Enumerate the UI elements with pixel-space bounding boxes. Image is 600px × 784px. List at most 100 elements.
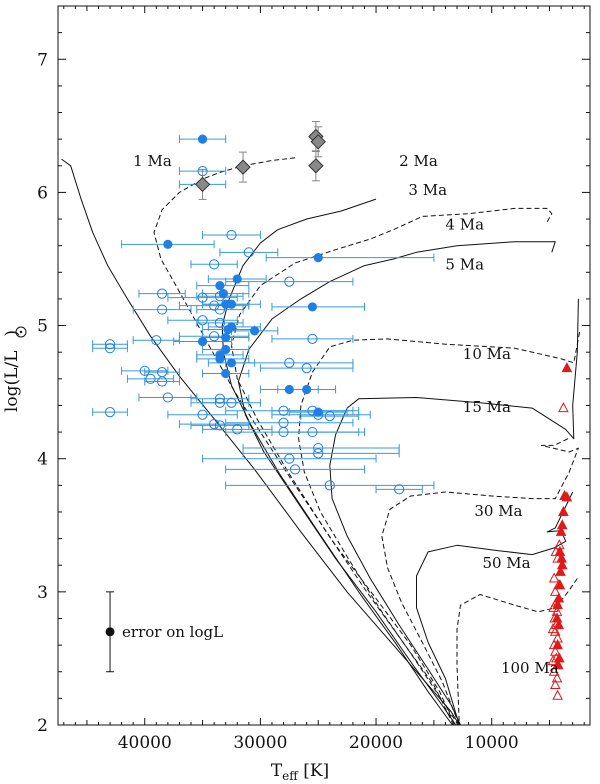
data-point bbox=[555, 565, 566, 576]
data-point bbox=[197, 336, 208, 347]
data-point bbox=[278, 426, 289, 438]
data-point bbox=[307, 405, 318, 416]
data-point bbox=[162, 392, 173, 403]
data-point bbox=[156, 376, 168, 387]
data-point bbox=[104, 343, 116, 354]
data-point bbox=[278, 405, 289, 416]
y-tick-label: 3 bbox=[37, 583, 48, 603]
data-point bbox=[554, 539, 565, 550]
data-point bbox=[552, 552, 563, 563]
data-point bbox=[284, 357, 295, 368]
data-point bbox=[308, 158, 324, 174]
data-point bbox=[553, 592, 565, 603]
data-point bbox=[301, 363, 312, 374]
data-point bbox=[243, 247, 254, 258]
data-point bbox=[209, 300, 220, 311]
error-legend-dot bbox=[105, 627, 115, 637]
data-point bbox=[549, 625, 561, 636]
x-tick-label: 20000 bbox=[349, 733, 403, 753]
isochrone-line bbox=[231, 207, 553, 726]
data-point bbox=[551, 605, 563, 616]
markers bbox=[104, 128, 573, 700]
y-tick-label: 6 bbox=[37, 183, 48, 203]
data-point bbox=[552, 632, 563, 643]
x-axis-title-sub: eff bbox=[282, 769, 299, 783]
data-point bbox=[547, 623, 559, 634]
data-point bbox=[156, 304, 168, 315]
data-point bbox=[214, 393, 226, 404]
isochrone-label: 2 Ma bbox=[399, 152, 438, 170]
data-point bbox=[226, 397, 237, 408]
data-point bbox=[214, 397, 226, 408]
isochrone-label: 10 Ma bbox=[463, 345, 511, 363]
isochrone-line bbox=[381, 438, 579, 726]
y-axis-title: log(L/L) bbox=[2, 326, 27, 412]
data-point bbox=[549, 678, 561, 690]
data-point bbox=[549, 612, 561, 623]
data-point bbox=[226, 358, 237, 368]
data-point bbox=[313, 448, 324, 459]
data-point bbox=[214, 304, 226, 315]
data-point bbox=[561, 362, 573, 373]
data-point bbox=[214, 317, 226, 328]
data-point bbox=[209, 259, 220, 270]
data-point bbox=[551, 596, 562, 607]
y-tick-label: 7 bbox=[37, 50, 48, 70]
data-point bbox=[289, 464, 301, 475]
data-point bbox=[232, 274, 242, 284]
data-point bbox=[552, 659, 563, 670]
data-point bbox=[556, 519, 568, 530]
data-point bbox=[226, 229, 237, 241]
data-point bbox=[104, 407, 116, 418]
data-point bbox=[313, 409, 324, 420]
isochrone-label: 4 Ma bbox=[445, 216, 484, 234]
data-point bbox=[156, 288, 168, 299]
x-axis: 40000 30000 20000 10000 bbox=[63, 6, 585, 753]
data-point bbox=[221, 332, 231, 343]
data-point bbox=[163, 239, 173, 249]
data-point bbox=[555, 525, 567, 536]
x-axis-title-main: T bbox=[271, 761, 283, 781]
data-point bbox=[307, 426, 318, 438]
data-point bbox=[284, 453, 295, 464]
error-legend: error on logL bbox=[105, 591, 223, 673]
data-point bbox=[215, 354, 225, 364]
data-point bbox=[556, 559, 568, 570]
isochrone-label: 30 Ma bbox=[474, 502, 522, 520]
data-point bbox=[139, 365, 150, 376]
isochrone-line bbox=[237, 241, 556, 726]
data-point bbox=[209, 418, 220, 430]
data-point bbox=[550, 545, 562, 556]
data-point bbox=[214, 420, 226, 431]
x-tick-label: 10000 bbox=[465, 733, 519, 753]
y-tick-label: 5 bbox=[37, 317, 48, 337]
isochrone-label: 1 Ma bbox=[133, 152, 172, 170]
data-point bbox=[223, 324, 233, 335]
data-point bbox=[209, 331, 220, 342]
x-tick-label: 30000 bbox=[233, 733, 287, 753]
data-point bbox=[302, 384, 312, 395]
data-point bbox=[548, 601, 559, 612]
y-tick-label: 2 bbox=[37, 716, 48, 736]
isochrone-label: 5 Ma bbox=[445, 256, 484, 274]
data-point bbox=[549, 585, 561, 596]
data-point bbox=[313, 442, 324, 454]
data-point bbox=[197, 134, 208, 144]
svg-text:log(L/L): log(L/L) bbox=[2, 330, 22, 412]
data-point bbox=[250, 326, 260, 336]
error-legend-label: error on logL bbox=[122, 623, 223, 641]
y-axis-title-prefix: log(L/L bbox=[2, 351, 22, 413]
data-point bbox=[232, 424, 243, 435]
plot-area: 1 Ma 2 Ma 3 Ma 4 Ma 5 Ma 10 Ma 15 Ma 30 Ma 50 Ma… bbox=[57, 5, 591, 726]
data-point bbox=[307, 302, 318, 312]
sun-symbol-icon bbox=[15, 326, 27, 338]
data-point bbox=[235, 159, 251, 175]
isochrone-label: 50 Ma bbox=[482, 554, 530, 572]
data-point bbox=[221, 344, 231, 355]
data-point bbox=[197, 292, 208, 303]
y-axis: 2 3 4 5 6 7 bbox=[37, 32, 590, 736]
data-point bbox=[104, 339, 116, 350]
data-point bbox=[226, 299, 237, 309]
data-point bbox=[310, 134, 326, 150]
